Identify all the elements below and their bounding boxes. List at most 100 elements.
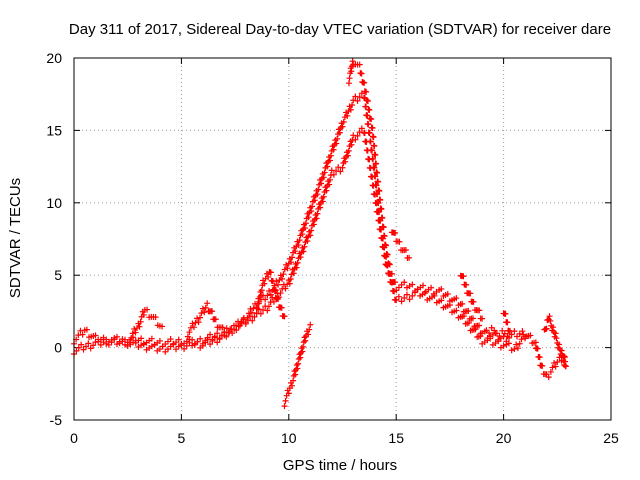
data-point — [552, 363, 559, 370]
data-point — [326, 181, 333, 188]
data-point — [317, 204, 324, 211]
data-point — [361, 79, 368, 86]
data-point — [292, 366, 299, 373]
x-tick-label: 15 — [388, 430, 404, 446]
data-point — [504, 319, 511, 326]
data-point — [277, 272, 284, 279]
data-point — [369, 125, 376, 132]
data-point — [346, 75, 353, 82]
data-point — [162, 348, 169, 355]
data-point — [190, 324, 197, 331]
data-point — [156, 337, 163, 344]
data-point — [395, 284, 402, 291]
data-point — [290, 377, 297, 384]
data-point — [83, 326, 90, 333]
data-point — [549, 364, 556, 371]
series-seg-18h — [457, 272, 486, 322]
data-point — [505, 340, 512, 347]
data-point — [554, 359, 561, 366]
data-point — [270, 298, 277, 305]
data-point — [78, 341, 85, 348]
data-point — [219, 324, 226, 331]
data-point — [295, 360, 302, 367]
data-point — [184, 333, 191, 340]
data-point — [546, 313, 553, 320]
data-point — [496, 333, 503, 340]
data-point — [488, 324, 495, 331]
data-point — [549, 327, 556, 334]
data-point — [395, 293, 402, 300]
data-point — [491, 327, 498, 334]
data-point — [384, 251, 391, 258]
data-point — [403, 291, 410, 298]
data-point — [290, 372, 297, 379]
data-point — [289, 254, 296, 261]
data-point — [345, 147, 352, 154]
data-point — [80, 346, 87, 353]
data-point — [295, 355, 302, 362]
data-point — [75, 344, 82, 351]
data-point — [297, 254, 304, 261]
data-point — [398, 298, 405, 305]
data-point — [493, 330, 500, 337]
data-point — [365, 121, 372, 128]
data-point — [319, 198, 326, 205]
data-point — [247, 305, 254, 312]
data-point — [216, 335, 223, 342]
data-point — [290, 270, 297, 277]
data-point — [382, 242, 389, 249]
data-point — [159, 343, 166, 350]
data-point — [354, 97, 361, 104]
data-point — [285, 390, 292, 397]
data-point — [453, 295, 460, 302]
data-point — [386, 261, 393, 268]
data-point — [251, 313, 258, 320]
data-point — [249, 317, 256, 324]
data-point — [376, 217, 383, 224]
data-point — [214, 339, 221, 346]
data-point — [300, 343, 307, 350]
data-point — [270, 278, 277, 285]
data-point — [463, 281, 470, 288]
data-point — [377, 196, 384, 203]
data-point — [194, 315, 201, 322]
data-point — [302, 220, 309, 227]
data-point — [352, 136, 359, 143]
data-point — [221, 332, 228, 339]
data-point — [156, 346, 163, 353]
data-point — [367, 165, 374, 172]
data-point — [235, 323, 242, 330]
data-point — [204, 334, 211, 341]
data-point — [305, 214, 312, 221]
data-point — [330, 146, 337, 153]
data-point — [348, 68, 355, 75]
data-point — [507, 328, 514, 335]
data-point — [279, 275, 286, 282]
y-tick-label: -5 — [50, 412, 63, 428]
data-point — [105, 341, 112, 348]
series-arc-6h — [184, 300, 228, 340]
data-point — [469, 315, 476, 322]
data-point — [245, 310, 252, 317]
data-point — [364, 147, 371, 154]
data-point — [293, 264, 300, 271]
data-point — [300, 339, 307, 346]
data-point — [103, 336, 110, 343]
data-point — [333, 140, 340, 147]
data-point — [414, 286, 421, 293]
data-point — [518, 336, 525, 343]
data-point — [267, 269, 274, 276]
data-point — [541, 326, 548, 333]
data-point — [539, 362, 546, 369]
data-point — [356, 61, 363, 68]
data-point — [486, 330, 493, 337]
data-point — [79, 331, 86, 338]
data-point — [344, 152, 351, 159]
data-point — [140, 340, 147, 347]
data-point — [296, 237, 303, 244]
data-point — [374, 169, 381, 176]
data-point — [472, 326, 479, 333]
data-point — [379, 215, 386, 222]
data-point — [375, 178, 382, 185]
